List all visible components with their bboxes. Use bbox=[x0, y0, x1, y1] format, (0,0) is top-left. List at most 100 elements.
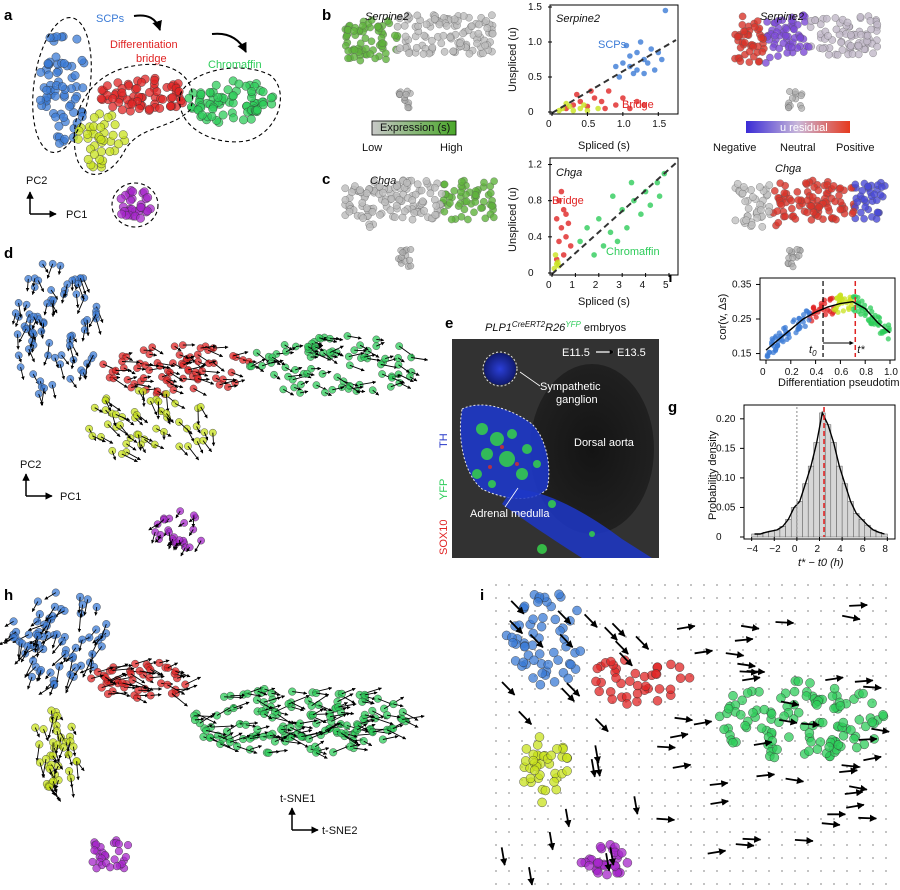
embedding-cell bbox=[454, 202, 463, 210]
g-ylabel: Probability density bbox=[707, 430, 719, 520]
cell-chromaffin bbox=[246, 114, 256, 124]
cell-chromaffin bbox=[239, 115, 248, 125]
grid-point bbox=[651, 714, 653, 716]
grid-point bbox=[677, 584, 679, 586]
grid-point bbox=[859, 870, 861, 872]
velocity-arrow bbox=[100, 436, 114, 444]
grid-point bbox=[885, 779, 887, 781]
embedding-cell bbox=[413, 180, 422, 188]
f-point bbox=[875, 314, 881, 320]
grid-point bbox=[625, 883, 627, 885]
phase-point bbox=[662, 7, 669, 14]
grid-point bbox=[742, 818, 744, 820]
velocity-arrow bbox=[411, 371, 420, 376]
grid-point bbox=[625, 831, 627, 833]
embedding-cell bbox=[809, 193, 817, 201]
velocity-arrow bbox=[177, 540, 182, 547]
velocity-arrow bbox=[329, 337, 344, 342]
grid-point bbox=[677, 831, 679, 833]
grid-point bbox=[846, 857, 848, 859]
cell-scp bbox=[520, 642, 530, 652]
velocity-arrow bbox=[54, 357, 59, 369]
grid-point bbox=[586, 636, 588, 638]
grid-point bbox=[859, 727, 861, 729]
velocity-arrow bbox=[38, 319, 43, 327]
grid-point bbox=[638, 584, 640, 586]
grid-point bbox=[859, 701, 861, 703]
velocity-arrow bbox=[50, 289, 59, 300]
grid-point bbox=[807, 662, 809, 664]
embedding-cell bbox=[800, 48, 808, 56]
grid-point bbox=[547, 870, 549, 872]
velocity-arrow bbox=[398, 364, 410, 373]
embedding-cell bbox=[832, 25, 841, 34]
cell-purple bbox=[622, 858, 633, 868]
grid-point bbox=[833, 623, 835, 625]
velocity-arrow bbox=[202, 370, 221, 375]
grid-point bbox=[625, 675, 627, 677]
embedding-cell bbox=[359, 214, 367, 222]
grid-point bbox=[625, 714, 627, 716]
cell-chromaffin bbox=[849, 734, 859, 744]
grid-point bbox=[573, 779, 575, 781]
cell-bridge bbox=[607, 694, 617, 704]
grid-point bbox=[742, 883, 744, 885]
grid-point bbox=[638, 857, 640, 859]
cell-transition bbox=[65, 767, 74, 776]
grid-point bbox=[859, 649, 861, 651]
embedding-cell bbox=[748, 221, 756, 229]
tick-label: 0.15 bbox=[732, 349, 752, 360]
embedding-cell bbox=[740, 183, 748, 191]
embedding-cell bbox=[395, 14, 404, 23]
embedding-cell bbox=[387, 195, 396, 203]
embedding-cell bbox=[391, 213, 399, 221]
embedding-cell bbox=[781, 31, 790, 40]
expression-legend-high: High bbox=[440, 142, 463, 154]
grid-point bbox=[547, 831, 549, 833]
tick-label: 0 bbox=[760, 367, 766, 378]
phase-point bbox=[577, 105, 584, 112]
cell-bridge bbox=[633, 680, 643, 691]
grid-point bbox=[807, 714, 809, 716]
cell-purple bbox=[112, 862, 121, 871]
grid-point bbox=[833, 766, 835, 768]
grid-velocity-arrow bbox=[871, 727, 890, 735]
grid-point bbox=[560, 792, 562, 794]
embedding-cell bbox=[741, 38, 749, 47]
embedding-cell bbox=[459, 29, 467, 38]
grid-point bbox=[885, 844, 887, 846]
grid-point bbox=[495, 597, 497, 599]
grid-point bbox=[859, 662, 861, 664]
grid-point bbox=[703, 805, 705, 807]
grid-point bbox=[716, 675, 718, 677]
grid-point bbox=[729, 597, 731, 599]
grid-point bbox=[612, 805, 614, 807]
cell-chromaffin bbox=[213, 92, 223, 102]
velocity-arrow bbox=[75, 294, 80, 309]
embedding-cell bbox=[440, 48, 449, 56]
f-point bbox=[840, 308, 847, 314]
c-xlabel: Spliced (s) bbox=[578, 296, 630, 308]
embedding-cell bbox=[378, 39, 387, 47]
grid-point bbox=[807, 701, 809, 703]
velocity-arrow bbox=[136, 414, 143, 421]
grid-point bbox=[885, 857, 887, 859]
phase-point bbox=[634, 67, 640, 73]
grid-point bbox=[820, 805, 822, 807]
grid-velocity-arrow bbox=[841, 762, 861, 770]
grid-point bbox=[651, 883, 653, 885]
velocity-arrow bbox=[155, 519, 165, 528]
aorta-region bbox=[530, 364, 654, 534]
grid-point bbox=[664, 688, 666, 690]
grid-point bbox=[768, 883, 770, 885]
phase-point bbox=[558, 188, 565, 195]
e-channel-th: TH bbox=[438, 433, 450, 448]
grid-point bbox=[768, 636, 770, 638]
grid-point bbox=[781, 792, 783, 794]
grid-point bbox=[573, 766, 575, 768]
tick-label: 0 bbox=[528, 107, 534, 118]
panel-i-grid bbox=[495, 584, 887, 885]
cell-chromaffin bbox=[812, 744, 823, 754]
grid-point bbox=[508, 610, 510, 612]
embedding-cell bbox=[786, 88, 793, 95]
